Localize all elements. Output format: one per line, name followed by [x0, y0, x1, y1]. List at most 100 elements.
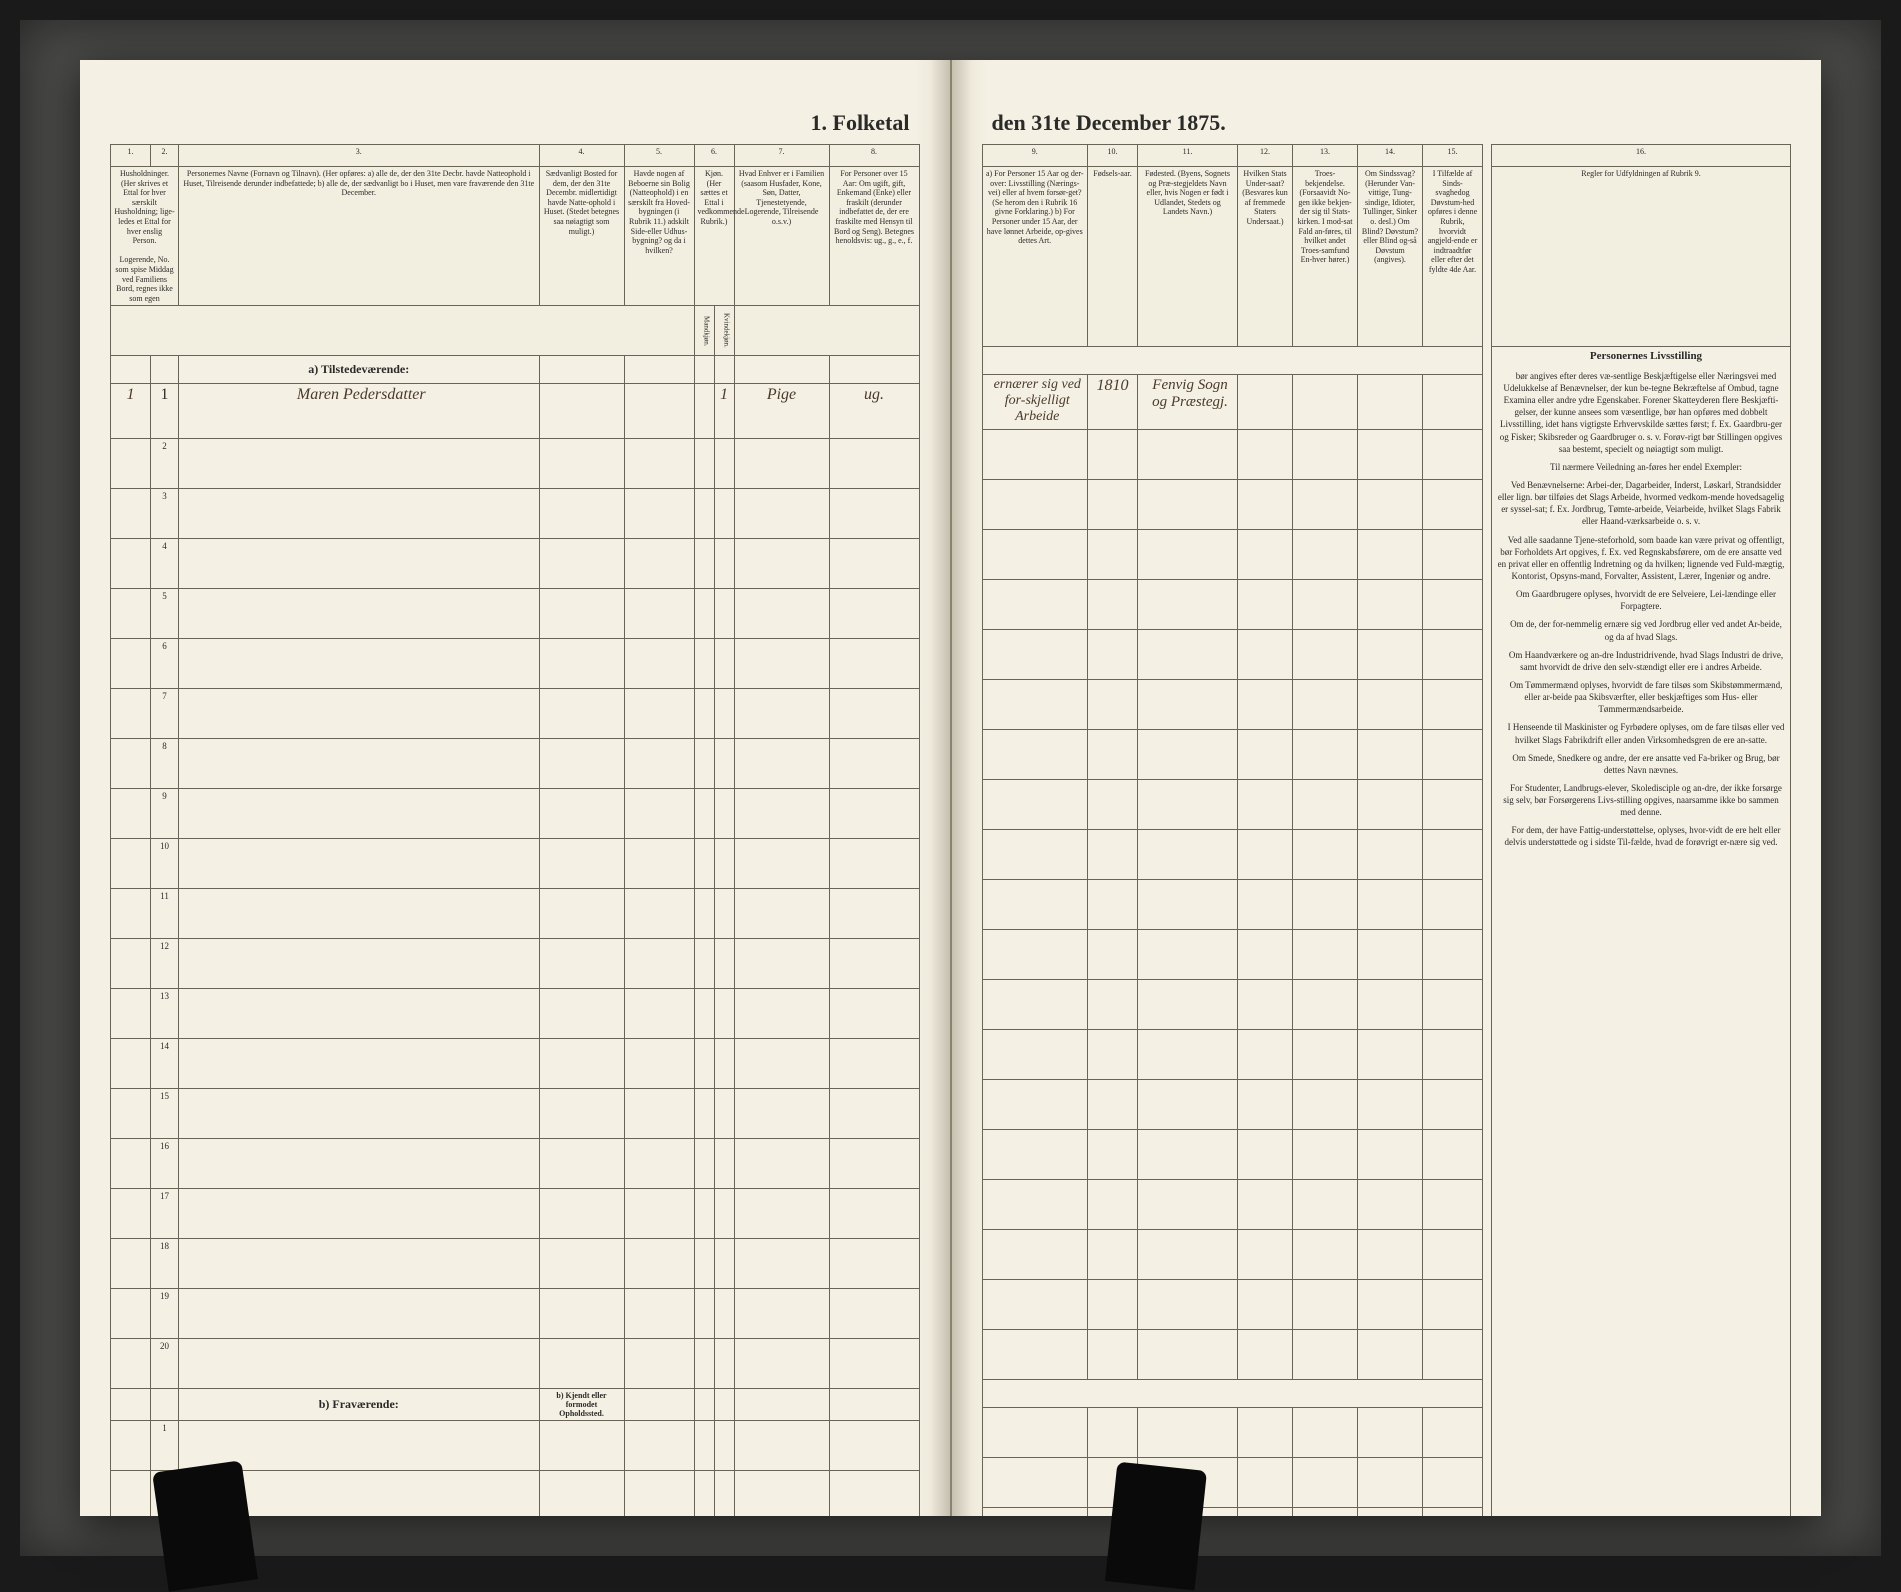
table-row [982, 1080, 1483, 1130]
table-row: 2 [111, 439, 920, 489]
cell-kjon: 1 [714, 384, 734, 439]
section-b-right: b) Kjendt eller formodet Opholdssted. [539, 1389, 624, 1421]
header-1-2: Husholdninger. (Her skrives et Ettal for… [111, 167, 179, 306]
header-13: Troes-bekjendelse. (Forsaavidt No-gen ik… [1293, 167, 1358, 347]
table-row: 20 [111, 1339, 920, 1389]
left-page: 1. Folketal 1. 2. 3. 4. 5. 6. 7. 8. [80, 60, 952, 1516]
table-row: 12 [111, 939, 920, 989]
page-clip-right [1105, 1462, 1207, 1591]
table-row: 16 [111, 1139, 920, 1189]
cell-hushold: 1 [111, 384, 151, 439]
header-10: Fødsels-aar. [1088, 167, 1138, 347]
table-row: 13 [111, 989, 920, 1039]
header-6b: Kvindekjøn. [714, 306, 734, 356]
table-row [982, 1458, 1483, 1508]
table-row [982, 580, 1483, 630]
header-14: Om Sindssvag? (Herunder Van-vittige, Tun… [1358, 167, 1423, 347]
spine-shadow [952, 60, 972, 1516]
table-row: 3 [111, 489, 920, 539]
header-8: For Personer over 15 Aar: Om ugift, gift… [829, 167, 919, 306]
table-row: 18 [111, 1239, 920, 1289]
table-row: 9 [111, 789, 920, 839]
rules-text: Personernes Livsstilling bør angives eft… [1492, 347, 1791, 1517]
col-13: 13. [1293, 145, 1358, 167]
table-row: 14 [111, 1039, 920, 1089]
cell-name: Maren Pedersdatter [179, 384, 540, 439]
spine-shadow [930, 60, 950, 1516]
section-b-label: b) Fraværende: [179, 1389, 540, 1421]
scanner-background: 1. Folketal 1. 2. 3. 4. 5. 6. 7. 8. [20, 20, 1881, 1556]
header-6a: Mandkjøn. [694, 306, 714, 356]
col-6: 6. [694, 145, 734, 167]
table-row [982, 730, 1483, 780]
table-row [982, 1130, 1483, 1180]
col-3: 3. [179, 145, 540, 167]
right-page: den 31te December 1875. 9. 10. 11. 12. [952, 60, 1822, 1516]
table-row: 11 [111, 889, 920, 939]
table-row: 17 [111, 1189, 920, 1239]
table-row: 6 [111, 639, 920, 689]
table-row [982, 1280, 1483, 1330]
header-3: Personernes Navne (Fornavn og Tilnavn). … [179, 167, 540, 306]
table-row: 7 [111, 689, 920, 739]
page-title-left: 1. Folketal [110, 110, 920, 136]
header-4: Sædvanligt Bosted for dem, der den 31te … [539, 167, 624, 306]
col-15: 15. [1423, 145, 1483, 167]
col-8: 8. [829, 145, 919, 167]
page-clip-left [152, 1460, 258, 1591]
table-row: 5 [111, 589, 920, 639]
census-table-right: 9. 10. 11. 12. 13. 14. 15. a) For Person… [982, 144, 1484, 1516]
header-7: Hvad Enhver er i Familien (saasom Husfad… [734, 167, 829, 306]
col-7: 7. [734, 145, 829, 167]
table-row: 1 1 Maren Pedersdatter 1 Pige ug. [111, 384, 920, 439]
table-row [982, 530, 1483, 580]
table-row [982, 1408, 1483, 1458]
col-9: 9. [982, 145, 1088, 167]
col-1: 1. [111, 145, 151, 167]
table-row [982, 680, 1483, 730]
cell-rownum: 1 [151, 384, 179, 439]
census-table-left: 1. 2. 3. 4. 5. 6. 7. 8. Husholdninger. (… [110, 144, 920, 1516]
table-row: 4 [111, 539, 920, 589]
col-14: 14. [1358, 145, 1423, 167]
header-12: Hvilken Stats Under-saat? (Besvares kun … [1238, 167, 1293, 347]
table-row [982, 430, 1483, 480]
table-row [982, 780, 1483, 830]
table-row: 19 [111, 1289, 920, 1339]
table-row [982, 1330, 1483, 1380]
table-row [982, 1030, 1483, 1080]
cell-civil: ug. [829, 384, 919, 439]
table-row: 8 [111, 739, 920, 789]
header-9: a) For Personer 15 Aar og der-over: Livs… [982, 167, 1088, 347]
table-row: ernærer sig ved for-skjelligt Arbeide 18… [982, 375, 1483, 430]
table-row: 10 [111, 839, 920, 889]
table-row [982, 1508, 1483, 1517]
table-row: 15 [111, 1089, 920, 1139]
col-16: 16. [1492, 145, 1791, 167]
col-4: 4. [539, 145, 624, 167]
cell-fodested: Fenvig Sogn og Præstegj. [1138, 375, 1238, 430]
header-11: Fødested. (Byens, Sognets og Præ-stegjel… [1138, 167, 1238, 347]
table-row [982, 880, 1483, 930]
cell-livsstilling: ernærer sig ved for-skjelligt Arbeide [982, 375, 1088, 430]
col-11: 11. [1138, 145, 1238, 167]
col-2: 2. [151, 145, 179, 167]
col-5: 5. [624, 145, 694, 167]
table-row [982, 930, 1483, 980]
header-5: Havde nogen af Beboerne sin Bolig (Natte… [624, 167, 694, 306]
page-title-right: den 31te December 1875. [982, 110, 1792, 136]
table-row [982, 480, 1483, 530]
open-book: 1. Folketal 1. 2. 3. 4. 5. 6. 7. 8. [80, 60, 1821, 1516]
table-row [982, 980, 1483, 1030]
header-6: Kjøn. (Her sættes et Ettal i vedkommende… [694, 167, 734, 306]
header-16: Regler for Udfyldningen af Rubrik 9. [1492, 167, 1791, 347]
table-row [982, 1230, 1483, 1280]
table-row [982, 830, 1483, 880]
cell-fodselsaar: 1810 [1088, 375, 1138, 430]
section-a-label: a) Tilstedeværende: [179, 356, 540, 384]
table-row [982, 1180, 1483, 1230]
table-row [982, 630, 1483, 680]
col-12: 12. [1238, 145, 1293, 167]
header-15: I Tilfælde af Sinds-svaghedog Døvstum-he… [1423, 167, 1483, 347]
cell-familie: Pige [734, 384, 829, 439]
